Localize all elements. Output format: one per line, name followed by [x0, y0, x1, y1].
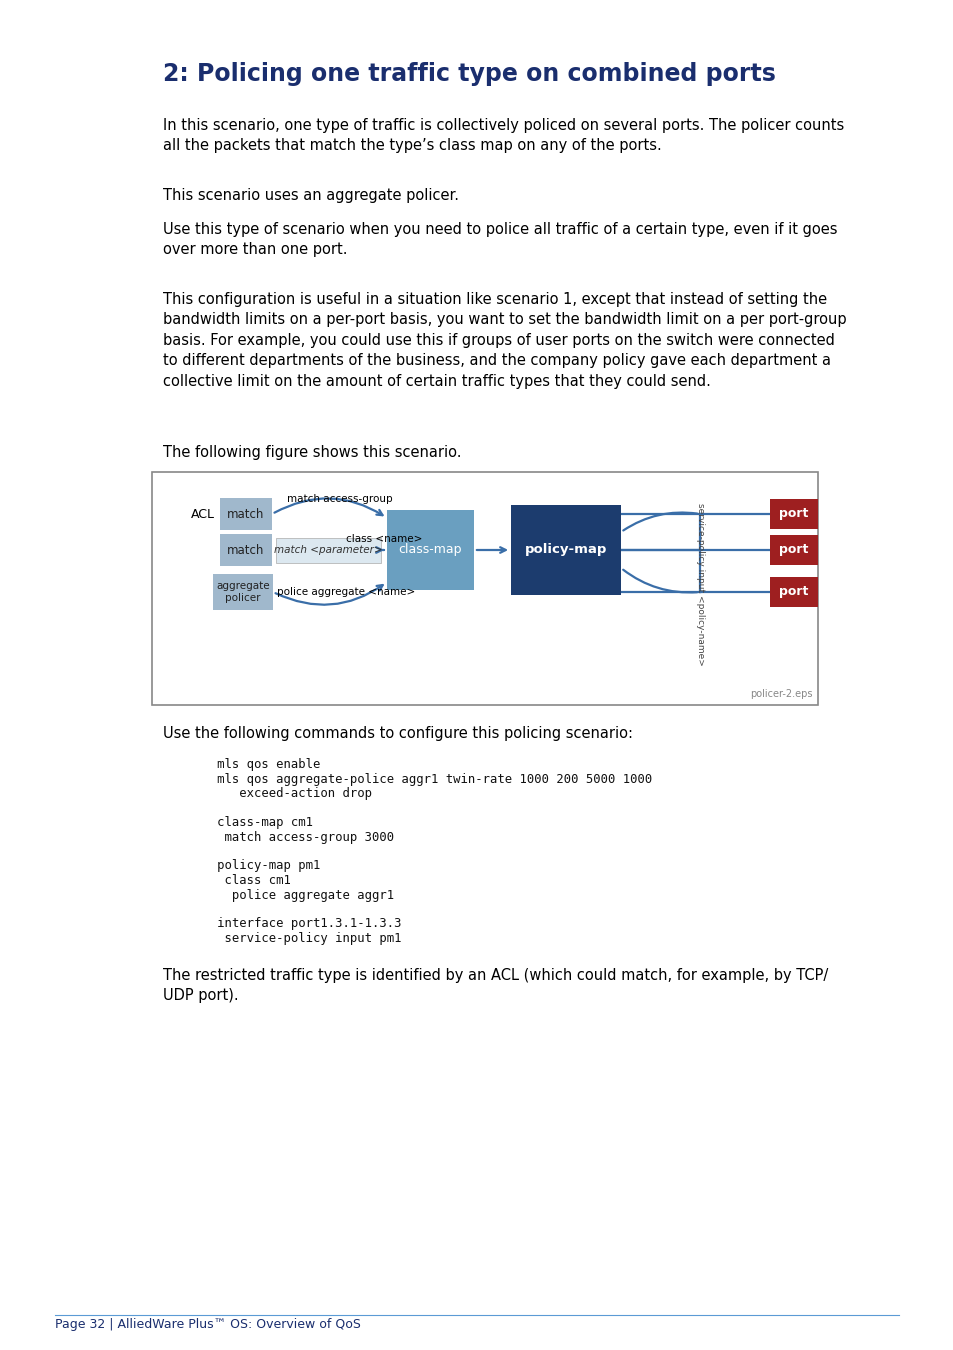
Text: Page 32 | AlliedWare Plus™ OS: Overview of QoS: Page 32 | AlliedWare Plus™ OS: Overview … — [55, 1318, 360, 1331]
Text: class cm1: class cm1 — [194, 873, 291, 887]
Text: policer-2.eps: policer-2.eps — [750, 688, 812, 699]
Text: match: match — [227, 508, 264, 521]
Text: aggregate
policer: aggregate policer — [216, 582, 270, 603]
Text: police aggregate <name>: police aggregate <name> — [276, 587, 415, 597]
Bar — [152, 472, 817, 705]
Text: port: port — [779, 544, 808, 556]
Bar — [220, 535, 272, 566]
Bar — [387, 510, 474, 590]
Bar — [769, 576, 817, 608]
Text: ACL: ACL — [191, 508, 214, 521]
Text: mls qos enable: mls qos enable — [194, 757, 320, 771]
Text: match access-group 3000: match access-group 3000 — [194, 830, 394, 844]
Bar — [213, 574, 273, 610]
Text: The following figure shows this scenario.: The following figure shows this scenario… — [163, 446, 461, 460]
Text: The restricted traffic type is identified by an ACL (which could match, for exam: The restricted traffic type is identifie… — [163, 968, 827, 1003]
Text: police aggregate aggr1: police aggregate aggr1 — [194, 888, 394, 902]
Text: class <name>: class <name> — [345, 535, 422, 544]
Text: policy-map: policy-map — [524, 544, 606, 556]
Text: match: match — [227, 544, 264, 556]
Text: match <parameter>: match <parameter> — [274, 545, 382, 555]
Text: class-map cm1: class-map cm1 — [194, 815, 313, 829]
Text: mls qos aggregate-police aggr1 twin-rate 1000 200 5000 1000: mls qos aggregate-police aggr1 twin-rate… — [194, 772, 652, 786]
Text: This configuration is useful in a situation like scenario 1, except that instead: This configuration is useful in a situat… — [163, 292, 845, 389]
Bar — [275, 537, 380, 563]
Text: 2: Policing one traffic type on combined ports: 2: Policing one traffic type on combined… — [163, 62, 775, 86]
Text: class-map: class-map — [398, 544, 462, 556]
Text: port: port — [779, 508, 808, 521]
Bar — [769, 500, 817, 529]
Text: policy-map pm1: policy-map pm1 — [194, 860, 320, 872]
Text: Use this type of scenario when you need to police all traffic of a certain type,: Use this type of scenario when you need … — [163, 221, 837, 258]
Text: In this scenario, one type of traffic is collectively policed on several ports. : In this scenario, one type of traffic is… — [163, 117, 843, 154]
Bar — [511, 505, 620, 595]
Text: exceed-action drop: exceed-action drop — [194, 787, 372, 801]
Text: match access-group: match access-group — [287, 494, 392, 504]
Text: Use the following commands to configure this policing scenario:: Use the following commands to configure … — [163, 726, 633, 741]
Text: port: port — [779, 586, 808, 598]
Bar — [769, 535, 817, 566]
Text: service-policy input pm1: service-policy input pm1 — [194, 931, 401, 945]
Text: service-policy input <policy-name>: service-policy input <policy-name> — [696, 504, 704, 666]
Bar — [220, 498, 272, 531]
Text: interface port1.3.1-1.3.3: interface port1.3.1-1.3.3 — [194, 918, 401, 930]
Text: This scenario uses an aggregate policer.: This scenario uses an aggregate policer. — [163, 188, 458, 202]
